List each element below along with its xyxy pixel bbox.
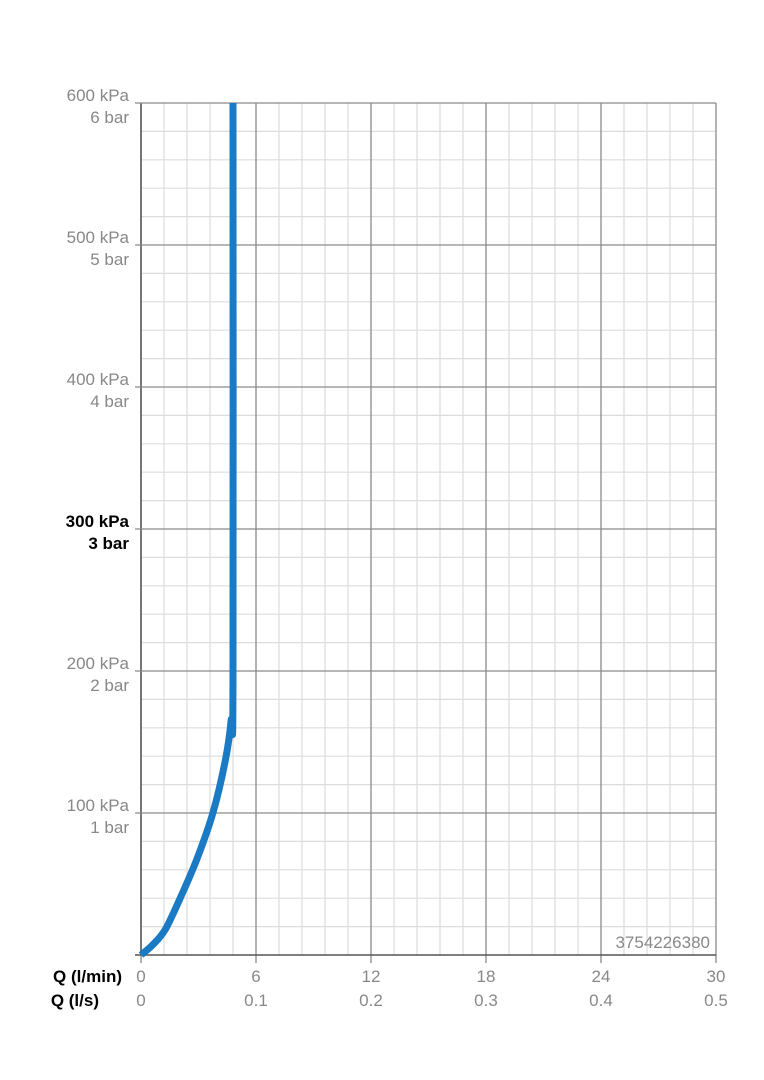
y-tick-label-kpa: 200 kPa — [67, 654, 130, 673]
x-tick-label-lmin: 6 — [251, 967, 260, 986]
x-axis-label-lmin: Q (l/min) — [53, 967, 122, 986]
y-tick-label-kpa: 500 kPa — [67, 228, 130, 247]
y-tick-label-bar: 1 bar — [90, 818, 129, 837]
x-tick-label-lmin: 0 — [136, 967, 145, 986]
x-tick-label-ls: 0 — [136, 991, 145, 1010]
x-tick-label-lmin: 24 — [592, 967, 611, 986]
x-tick-label-ls: 0.4 — [589, 991, 613, 1010]
y-tick-label-bar: 2 bar — [90, 676, 129, 695]
product-code-annotation: 3754226380 — [615, 933, 710, 952]
x-tick-label-ls: 0.3 — [474, 991, 498, 1010]
flow-curve — [138, 102, 237, 958]
y-tick-label-bar: 4 bar — [90, 392, 129, 411]
x-tick-label-lmin: 12 — [362, 967, 381, 986]
x-tick-label-ls: 0.2 — [359, 991, 383, 1010]
y-tick-label-kpa: 600 kPa — [67, 86, 130, 105]
y-tick-label-kpa: 400 kPa — [67, 370, 130, 389]
y-tick-label-bar: 3 bar — [88, 534, 129, 553]
x-axis-label-ls: Q (l/s) — [51, 991, 99, 1010]
y-tick-label-bar: 5 bar — [90, 250, 129, 269]
x-tick-label-ls: 0.5 — [704, 991, 728, 1010]
y-tick-label-bar: 6 bar — [90, 108, 129, 127]
y-tick-label-kpa: 100 kPa — [67, 796, 130, 815]
x-tick-label-lmin: 30 — [707, 967, 726, 986]
x-tick-label-ls: 0.1 — [244, 991, 268, 1010]
x-tick-label-lmin: 18 — [477, 967, 496, 986]
y-tick-label-kpa: 300 kPa — [66, 512, 130, 531]
